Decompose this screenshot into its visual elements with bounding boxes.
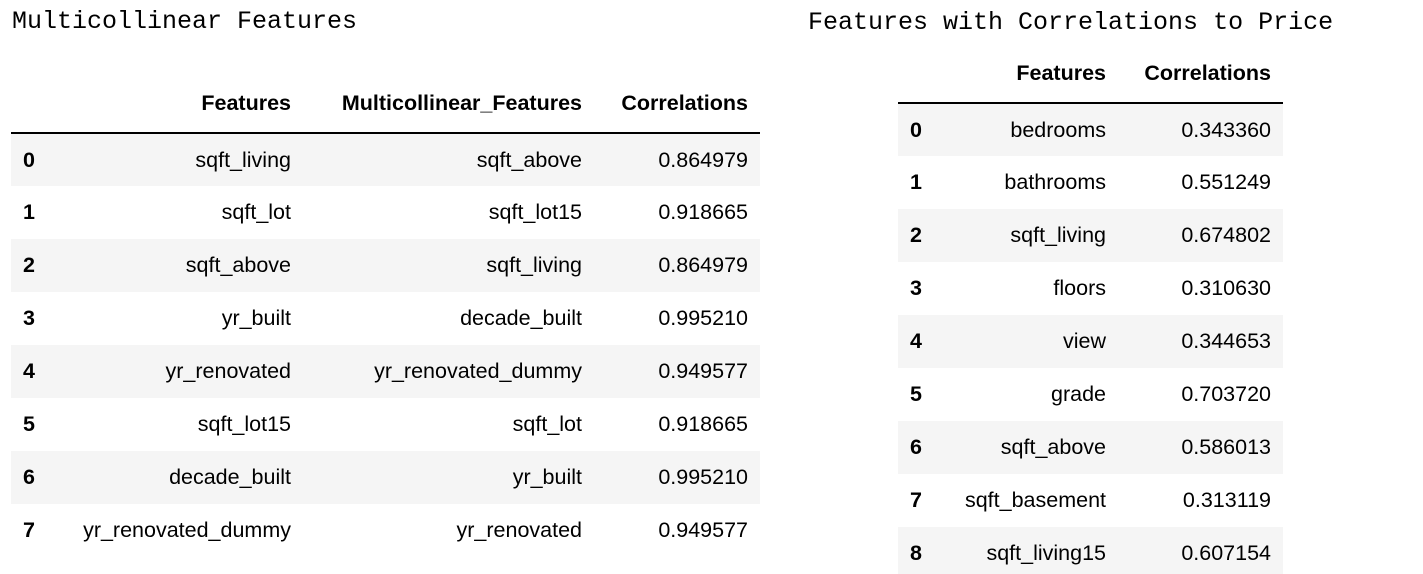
table-row: 6 decade_built yr_built 0.995210 bbox=[11, 451, 760, 504]
table-header-row: Features Correlations bbox=[898, 45, 1283, 104]
row-index: 3 bbox=[910, 276, 922, 300]
correlation-cell: 0.607154 bbox=[1181, 541, 1271, 565]
feature-cell: yr_renovated_dummy bbox=[83, 518, 291, 542]
table-row: 7 yr_renovated_dummy yr_renovated 0.949577 bbox=[11, 504, 760, 557]
row-index: 4 bbox=[23, 359, 35, 383]
table-row: 4 yr_renovated yr_renovated_dummy 0.949577 bbox=[11, 345, 760, 398]
feature-cell: yr_built bbox=[221, 306, 291, 330]
multicollinear-table: Features Multicollinear_Features Correla… bbox=[11, 75, 760, 557]
multicollinear-feature-cell: decade_built bbox=[460, 306, 582, 330]
correlation-cell: 0.310630 bbox=[1181, 276, 1271, 300]
column-header-features: Features bbox=[935, 45, 1118, 104]
feature-cell: floors bbox=[1053, 276, 1106, 300]
feature-cell: sqft_lot bbox=[221, 200, 291, 224]
correlation-cell: 0.949577 bbox=[658, 518, 748, 542]
multicollinear-feature-cell: yr_built bbox=[512, 465, 582, 489]
table-row: 4 view 0.344653 bbox=[898, 315, 1283, 368]
table-row: 2 sqft_above sqft_living 0.864979 bbox=[11, 239, 760, 292]
row-index: 2 bbox=[910, 223, 922, 247]
table-row: 0 sqft_living sqft_above 0.864979 bbox=[11, 133, 760, 186]
correlation-cell: 0.864979 bbox=[658, 253, 748, 277]
table-header-row: Features Multicollinear_Features Correla… bbox=[11, 75, 760, 134]
row-index: 7 bbox=[910, 488, 922, 512]
feature-cell: sqft_lot15 bbox=[197, 412, 291, 436]
correlation-cell: 0.343360 bbox=[1181, 117, 1271, 142]
table-row: 3 yr_built decade_built 0.995210 bbox=[11, 292, 760, 345]
column-header-multicollinear-features: Multicollinear_Features bbox=[303, 75, 594, 134]
feature-cell: sqft_living15 bbox=[986, 541, 1106, 565]
row-index: 7 bbox=[23, 518, 35, 542]
multicollinear-feature-cell: sqft_lot15 bbox=[488, 200, 582, 224]
feature-cell: sqft_above bbox=[1000, 435, 1106, 459]
feature-cell: sqft_living bbox=[195, 147, 291, 172]
multicollinear-caption: Multicollinear Features bbox=[12, 7, 358, 36]
row-index: 2 bbox=[23, 253, 35, 277]
table-row: 7 sqft_basement 0.313119 bbox=[898, 474, 1283, 527]
table-row: 1 bathrooms 0.551249 bbox=[898, 156, 1283, 209]
correlation-cell: 0.551249 bbox=[1181, 170, 1271, 194]
feature-cell: sqft_living bbox=[1010, 223, 1106, 247]
row-index: 0 bbox=[910, 117, 922, 142]
row-index: 5 bbox=[23, 412, 35, 436]
row-index: 0 bbox=[23, 147, 35, 172]
correlation-cell: 0.918665 bbox=[658, 200, 748, 224]
row-index: 6 bbox=[23, 465, 35, 489]
feature-cell: grade bbox=[1051, 382, 1106, 406]
correlation-cell: 0.674802 bbox=[1181, 223, 1271, 247]
feature-cell: bathrooms bbox=[1004, 170, 1106, 194]
row-index: 3 bbox=[23, 306, 35, 330]
table-row: 5 sqft_lot15 sqft_lot 0.918665 bbox=[11, 398, 760, 451]
index-header bbox=[11, 75, 47, 134]
feature-cell: sqft_basement bbox=[964, 488, 1106, 512]
feature-cell: yr_renovated bbox=[165, 359, 292, 383]
row-index: 8 bbox=[910, 541, 922, 565]
table-row: 0 bedrooms 0.343360 bbox=[898, 103, 1283, 156]
price-correlations-table: Features Correlations 0 bedrooms 0.343360 1… bbox=[898, 45, 1283, 574]
correlation-cell: 0.313119 bbox=[1182, 488, 1271, 512]
multicollinear-feature-cell: sqft_lot bbox=[512, 412, 582, 436]
row-index: 5 bbox=[910, 382, 922, 406]
correlation-cell: 0.586013 bbox=[1181, 435, 1271, 459]
table-row: 5 grade 0.703720 bbox=[898, 368, 1283, 421]
price-correlations-caption: Features with Correlations to Price bbox=[808, 8, 1334, 37]
correlation-cell: 0.864979 bbox=[658, 147, 748, 172]
table-row: 2 sqft_living 0.674802 bbox=[898, 209, 1283, 262]
row-index: 4 bbox=[910, 329, 922, 353]
multicollinear-feature-cell: sqft_above bbox=[476, 147, 582, 172]
row-index: 6 bbox=[910, 435, 922, 459]
multicollinear-feature-cell: sqft_living bbox=[486, 253, 582, 277]
multicollinear-feature-cell: yr_renovated_dummy bbox=[374, 359, 582, 383]
column-header-features: Features bbox=[47, 75, 303, 134]
column-header-correlations: Correlations bbox=[1118, 45, 1283, 104]
correlation-cell: 0.344653 bbox=[1181, 329, 1271, 353]
correlation-cell: 0.995210 bbox=[658, 465, 748, 489]
column-header-correlations: Correlations bbox=[594, 75, 760, 134]
correlation-cell: 0.949577 bbox=[658, 359, 748, 383]
correlation-cell: 0.995210 bbox=[658, 306, 748, 330]
feature-cell: sqft_above bbox=[185, 253, 291, 277]
index-header bbox=[898, 45, 935, 104]
table-row: 8 sqft_living15 0.607154 bbox=[898, 527, 1283, 574]
table-row: 3 floors 0.310630 bbox=[898, 262, 1283, 315]
correlation-cell: 0.703720 bbox=[1181, 382, 1271, 406]
feature-cell: view bbox=[1062, 329, 1106, 353]
correlation-cell: 0.918665 bbox=[658, 412, 748, 436]
feature-cell: decade_built bbox=[169, 465, 291, 489]
table-row: 6 sqft_above 0.586013 bbox=[898, 421, 1283, 474]
row-index: 1 bbox=[23, 200, 35, 224]
row-index: 1 bbox=[910, 170, 922, 194]
multicollinear-feature-cell: yr_renovated bbox=[456, 518, 583, 542]
feature-cell: bedrooms bbox=[1010, 117, 1106, 142]
table-row: 1 sqft_lot sqft_lot15 0.918665 bbox=[11, 186, 760, 239]
